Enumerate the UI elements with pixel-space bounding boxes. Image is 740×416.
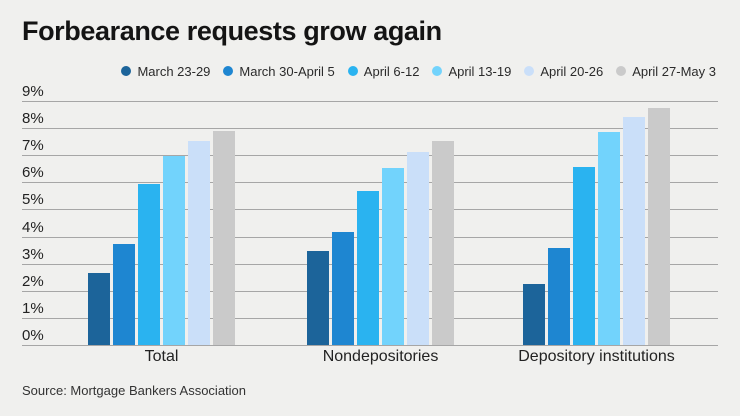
legend-dot-icon — [347, 66, 358, 76]
bar-group-nondepositories — [307, 101, 454, 345]
bar-march-30-april-5 — [332, 231, 354, 345]
category-label: Depository institutions — [518, 348, 675, 365]
legend-item: April 6-12 — [347, 63, 420, 79]
bar-april-20-26 — [188, 140, 210, 345]
bar-april-6-12 — [138, 183, 160, 345]
legend-item: March 23-29 — [121, 65, 210, 78]
gridline — [22, 101, 718, 102]
y-tick-label: 9% — [22, 83, 44, 100]
bar-april-6-12 — [357, 190, 379, 345]
gridline — [22, 155, 718, 156]
gridline — [22, 128, 718, 129]
gridline — [22, 182, 718, 183]
legend-item: April 13-19 — [432, 65, 511, 78]
y-tick-label: 8% — [22, 110, 44, 127]
bar-april-13-19 — [382, 168, 404, 345]
bar-april-13-19 — [598, 131, 620, 345]
plot-area: 9% 8% 7% 6% 5% 4% 3% 2% 1% 0% Total Nondepositories… — [22, 84, 718, 365]
y-tick-label: 4% — [22, 219, 44, 236]
y-tick-label: 6% — [22, 164, 44, 181]
legend-label: April 27-May 3 — [632, 63, 716, 79]
bar-april-20-26 — [623, 117, 645, 345]
gridline — [22, 345, 718, 346]
bar-march-30-april-5 — [113, 243, 135, 345]
y-tick-label: 0% — [22, 327, 44, 344]
bar-april-13-19 — [163, 155, 185, 345]
legend-label: April 20-26 — [540, 63, 604, 79]
legend-dot-icon — [121, 66, 132, 76]
y-tick-label: 3% — [22, 246, 44, 263]
legend-dot-icon — [524, 66, 535, 76]
legend-dot-icon — [223, 66, 234, 76]
legend-dot-icon — [616, 66, 627, 76]
legend-label: March 23-29 — [137, 63, 211, 79]
bar-april-20-26 — [407, 151, 429, 345]
bar-march-23-29 — [88, 272, 110, 345]
bar-april-27-may-3 — [213, 130, 235, 345]
legend-item: March 30-April 5 — [223, 63, 335, 79]
bar-group-total — [88, 101, 235, 345]
category-label: Total — [144, 348, 179, 365]
y-tick-label: 5% — [22, 191, 44, 208]
category-label: Nondepositories — [322, 348, 439, 365]
y-tick-label: 7% — [22, 137, 44, 154]
source-note: Source: Mortgage Bankers Association — [22, 383, 247, 398]
legend-label: April 13-19 — [448, 63, 512, 79]
bar-april-6-12 — [573, 166, 595, 345]
legend: March 23-29 March 30-April 5 April 6-12 Apr… — [22, 62, 716, 80]
y-tick-label: 2% — [22, 273, 44, 290]
bar-march-30-april-5 — [548, 248, 570, 345]
legend-label: March 30-April 5 — [239, 63, 335, 79]
bar-group-depository-institutions — [523, 101, 670, 345]
legend-label: April 6-12 — [363, 63, 420, 79]
legend-item: April 20-26 — [524, 65, 603, 78]
y-tick-label: 1% — [22, 300, 44, 317]
chart-title: Forbearance requests grow again — [22, 16, 442, 46]
bar-april-27-may-3 — [432, 140, 454, 345]
bar-march-23-29 — [307, 251, 329, 345]
legend-dot-icon — [432, 66, 443, 76]
bar-april-27-may-3 — [648, 107, 670, 345]
legend-item: April 27-May 3 — [616, 65, 716, 78]
bar-march-23-29 — [523, 284, 545, 345]
